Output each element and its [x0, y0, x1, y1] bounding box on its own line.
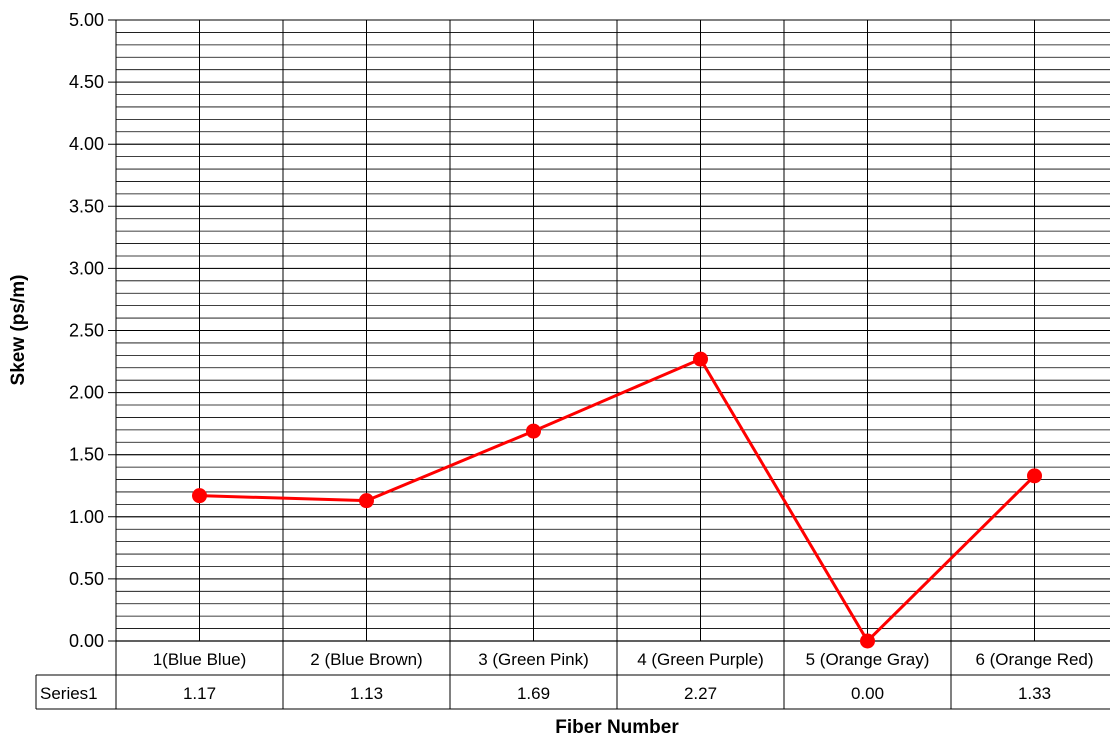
y-tick-label: 2.00 — [69, 383, 104, 403]
data-point — [1027, 468, 1042, 484]
y-tick-label: 2.50 — [69, 321, 104, 341]
y-tick-label: 3.50 — [69, 196, 104, 216]
x-category-label: 1(Blue Blue) — [153, 650, 247, 669]
y-tick-label: 3.00 — [69, 258, 104, 278]
x-category-label: 5 (Orange Gray) — [806, 650, 930, 669]
series-polyline — [199, 357, 1036, 643]
y-tick-label: 0.00 — [69, 631, 104, 651]
data-point — [526, 423, 541, 439]
y-tick-label: 1.00 — [69, 507, 104, 527]
data-value-label: 2.27 — [684, 684, 717, 703]
x-category-label: 4 (Green Purple) — [637, 650, 764, 669]
data-point — [192, 488, 207, 504]
data-value-label: 0.00 — [851, 684, 884, 703]
y-axis-ticks: 0.00 0.50 1.00 1.50 2.00 2.50 3.00 3.50 4.00 4.50… — [69, 10, 104, 651]
data-point — [860, 633, 875, 649]
data-value-label: 1.17 — [183, 684, 216, 703]
x-category-label: 2 (Blue Brown) — [310, 650, 422, 669]
y-tick-label: 4.00 — [69, 134, 104, 154]
series-line — [199, 357, 1036, 643]
y-tick-label: 1.50 — [69, 445, 104, 465]
data-point — [359, 493, 374, 509]
data-point — [693, 351, 708, 367]
series-markers — [192, 351, 1042, 649]
x-category-label: 6 (Orange Red) — [975, 650, 1093, 669]
y-tick-label: 4.50 — [69, 72, 104, 92]
y-axis-title: Skew (ps/m) — [8, 275, 29, 386]
y-tick-label: 5.00 — [69, 10, 104, 30]
x-category-label: 3 (Green Pink) — [478, 650, 589, 669]
y-tick-label: 0.50 — [69, 569, 104, 589]
data-value-label: 1.33 — [1018, 684, 1051, 703]
data-table: 1(Blue Blue) 2 (Blue Brown) 3 (Green Pink)… — [35, 640, 1110, 710]
data-value-label: 1.13 — [350, 684, 383, 703]
x-axis-title: Fiber Number — [555, 717, 679, 738]
data-value-label: 1.69 — [517, 684, 550, 703]
series-name-label: Series1 — [40, 684, 98, 703]
